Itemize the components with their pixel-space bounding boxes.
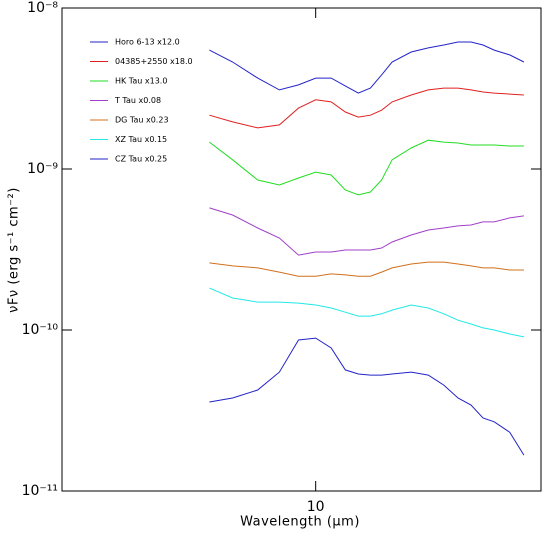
y-tick-label: 10⁻¹⁰ bbox=[22, 322, 59, 338]
data-line bbox=[209, 207, 524, 256]
plot-frame bbox=[61, 7, 542, 492]
data-line bbox=[209, 261, 524, 277]
data-line bbox=[209, 337, 525, 456]
legend-text: XZ Tau x0.15 bbox=[115, 135, 167, 144]
legend-text: 04385+2550 x18.0 bbox=[115, 57, 193, 66]
legend-text: T Tau x0.08 bbox=[114, 96, 161, 105]
y-tick-label: 10⁻¹¹ bbox=[22, 483, 58, 499]
y-tick-label: 10⁻⁸ bbox=[27, 0, 58, 16]
legend-text: DG Tau x0.23 bbox=[115, 116, 169, 125]
data-line bbox=[209, 87, 524, 129]
data-line bbox=[209, 139, 524, 196]
y-axis-title: νFν (erg s⁻¹ cm⁻²) bbox=[7, 187, 22, 313]
y-tick-label: 10⁻⁹ bbox=[27, 161, 58, 177]
data-line bbox=[209, 287, 525, 338]
x-tick-label: 10 bbox=[307, 499, 325, 515]
legend-text: CZ Tau x0.25 bbox=[115, 155, 167, 164]
x-axis-title: Wavelength (μm) bbox=[240, 515, 360, 530]
legend-text: Horo 6-13 x12.0 bbox=[115, 38, 180, 47]
data-line bbox=[209, 41, 525, 94]
legend-text: HK Tau x13.0 bbox=[115, 77, 167, 86]
